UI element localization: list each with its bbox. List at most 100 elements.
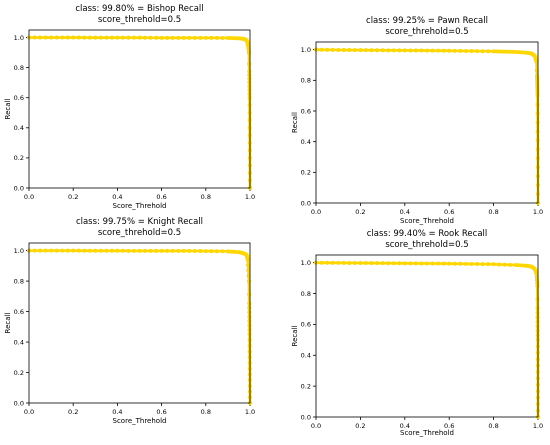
x-tick-label: 0.6 xyxy=(156,193,166,201)
series-point xyxy=(358,261,363,266)
series-point xyxy=(386,261,391,266)
series-point xyxy=(375,48,380,53)
y-tick-label: 0.0 xyxy=(14,184,24,192)
series-point xyxy=(497,49,502,54)
series-point xyxy=(109,248,114,253)
series-point xyxy=(247,95,252,100)
series-point xyxy=(325,47,330,52)
series-point xyxy=(347,48,352,53)
x-axis-label: Score_Threhold xyxy=(400,217,454,225)
series-point xyxy=(246,263,251,268)
series-point xyxy=(126,248,131,253)
series-point xyxy=(408,48,413,53)
series-point xyxy=(87,35,92,40)
series-point xyxy=(463,261,468,266)
series-point xyxy=(198,249,203,254)
series-point xyxy=(247,61,252,66)
series-point xyxy=(54,35,59,40)
series-point xyxy=(419,261,424,266)
series-point xyxy=(386,48,391,53)
series-point xyxy=(341,260,346,265)
y-axis-label: Recall xyxy=(291,326,299,347)
y-tick-label: 0.8 xyxy=(301,77,311,85)
plot-frame xyxy=(28,242,251,404)
series-point xyxy=(98,248,103,253)
series-point xyxy=(408,261,413,266)
series-point xyxy=(502,262,507,267)
series-point xyxy=(397,261,402,266)
series-point xyxy=(181,248,186,253)
series-point xyxy=(247,73,252,78)
x-tick-label: 0.6 xyxy=(156,408,166,416)
x-tick-label: 0.2 xyxy=(355,208,365,216)
series-point xyxy=(131,248,136,253)
series-point xyxy=(82,248,87,253)
y-tick-label: 0.0 xyxy=(301,199,311,207)
series-point xyxy=(480,262,485,267)
x-axis-label: Score_Threhold xyxy=(400,429,454,437)
series-point xyxy=(87,248,92,253)
series-point xyxy=(32,35,37,40)
series-point xyxy=(247,319,252,324)
chart-title: class: 99.75% = Knight Recall xyxy=(76,217,203,227)
series-point xyxy=(336,260,341,265)
series-point xyxy=(209,35,214,40)
chart-title: class: 99.80% = Bishop Recall xyxy=(75,4,203,14)
series-point xyxy=(336,47,341,52)
y-tick-label: 0.2 xyxy=(301,169,311,177)
series-point xyxy=(176,248,181,253)
series-point xyxy=(352,260,357,265)
series-point xyxy=(436,48,441,53)
series-point xyxy=(452,261,457,266)
series-point xyxy=(535,283,540,288)
series-point xyxy=(452,48,457,53)
series-point xyxy=(65,35,70,40)
series-point xyxy=(534,271,539,276)
series-point xyxy=(491,49,496,54)
series-point xyxy=(430,48,435,53)
y-tick-label: 1.0 xyxy=(14,34,24,42)
series-point xyxy=(43,35,48,40)
series-point xyxy=(430,261,435,266)
plot-layer: 0.0 0.2 0.4 0.6 0.8 1.0 0.0 0.2 0.4 0.6 0.8 1.0 xyxy=(301,46,544,216)
series-point xyxy=(441,48,446,53)
y-tick-label: 0.8 xyxy=(14,64,24,72)
series-point xyxy=(375,261,380,266)
x-tick-label: 0.4 xyxy=(112,193,122,201)
series-point xyxy=(65,248,70,253)
y-tick-label: 0.0 xyxy=(14,399,24,407)
series-point xyxy=(104,248,109,253)
series-point xyxy=(131,35,136,40)
series-point xyxy=(181,35,186,40)
series-point xyxy=(109,35,114,40)
plot-frame xyxy=(28,29,251,189)
x-tick-label: 0.2 xyxy=(68,193,78,201)
series-point xyxy=(358,48,363,53)
y-axis-label: Recall xyxy=(291,112,299,133)
series-point xyxy=(458,48,463,53)
series-point xyxy=(192,35,197,40)
series-point xyxy=(104,35,109,40)
series-point xyxy=(49,248,54,253)
series-point xyxy=(143,35,148,40)
x-tick-label: 1.0 xyxy=(245,408,255,416)
series-point xyxy=(534,59,539,64)
y-tick-label: 0.4 xyxy=(14,124,24,132)
subplot-knight: class: 99.75% = Knight Recall score_thre… xyxy=(4,217,255,425)
chart-title: class: 99.25% = Pawn Recall xyxy=(366,16,488,26)
series-point xyxy=(154,248,159,253)
plot-frame xyxy=(315,41,539,204)
plot-frame xyxy=(315,254,539,418)
series-point xyxy=(369,48,374,53)
series-point xyxy=(319,260,324,265)
series-point xyxy=(220,249,225,254)
series-point xyxy=(491,262,496,267)
series-point xyxy=(126,35,131,40)
series-point xyxy=(32,248,37,253)
series-point xyxy=(93,35,98,40)
series-line xyxy=(315,261,540,418)
series-point xyxy=(474,262,479,267)
series-point xyxy=(60,248,65,253)
series-point xyxy=(38,35,43,40)
